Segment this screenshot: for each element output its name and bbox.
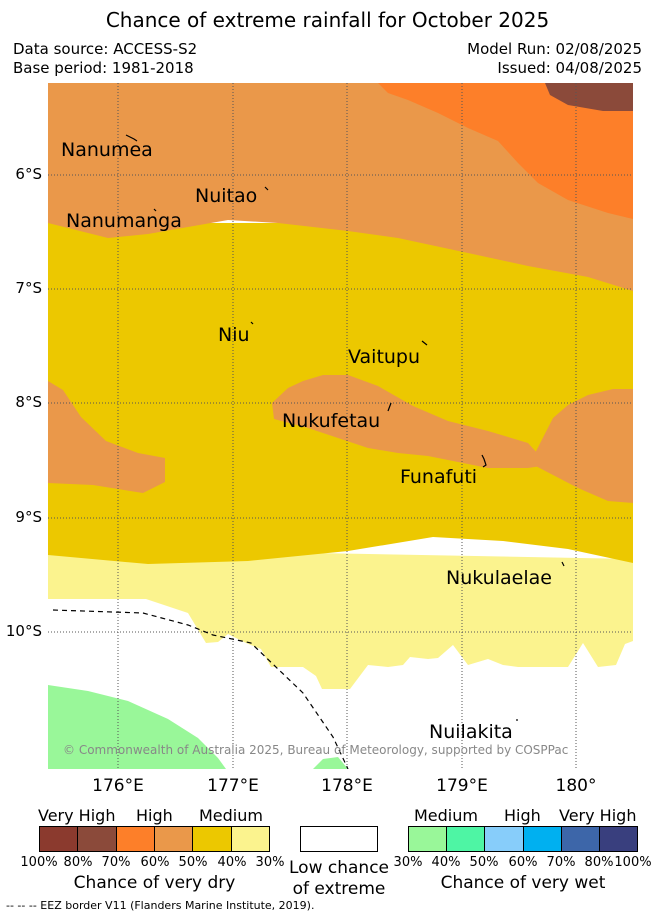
base-period: Base period: 1981-2018 (13, 59, 194, 77)
x-tick-label: 176°E (92, 776, 144, 796)
rainfall-map (48, 83, 633, 769)
dry-swatch-medium-2 (231, 826, 270, 852)
dry-legend-caption: Chance of very dry (73, 873, 236, 893)
dry-pct-label: 50% (178, 855, 208, 870)
low-chance-caption-2: of extreme (292, 879, 386, 899)
wet-pct-label: 70% (546, 855, 576, 870)
place-label-vaitupu: Vaitupu (348, 346, 421, 368)
x-tick-label: 178°E (321, 776, 373, 796)
dry-swatch-high-2 (154, 826, 194, 852)
wet-pct-label: 50% (469, 855, 499, 870)
dry-swatch-very-high-1 (39, 826, 79, 852)
x-tick-label: 179°E (436, 776, 488, 796)
x-tick-label: 177°E (207, 776, 259, 796)
wet-swatch-very-high-1 (561, 826, 600, 852)
place-label-nukulaelae: Nukulaelae (446, 567, 552, 589)
dry-swatch-high-1 (116, 826, 155, 852)
wet-swatch-high-2 (523, 826, 562, 852)
wet-swatch-medium-1 (408, 826, 448, 852)
dry-legend-colorbar (39, 826, 270, 852)
x-tick-label: 180° (555, 776, 597, 796)
place-label-nuilakita: Nuilakita (429, 721, 513, 743)
dry-pct-label: 80% (63, 855, 93, 870)
low-chance-caption-1: Low chance (289, 858, 389, 878)
wet-level-medium: Medium (414, 806, 478, 825)
dry-very-high-zone (545, 83, 633, 111)
place-label-niu: Niu (218, 324, 250, 346)
wet-pct-label: 40% (431, 855, 461, 870)
wet-legend-caption: Chance of very wet (440, 873, 606, 893)
dry-level-very-high: Very High (38, 806, 116, 825)
dry-high-patch-west (48, 381, 165, 493)
wet-level-very-high: Very High (559, 806, 637, 825)
dry-level-medium: Medium (199, 806, 263, 825)
place-label-funafuti: Funafuti (400, 466, 478, 488)
copyright-notice: © Commonwealth of Australia 2025, Bureau… (63, 743, 569, 757)
dry-pct-label: 100% (20, 855, 58, 870)
place-label-nuitao: Nuitao (195, 185, 258, 207)
chart-title: Chance of extreme rainfall for October 2… (105, 8, 550, 32)
wet-pct-label: 60% (508, 855, 538, 870)
y-tick-label: 8°S (15, 393, 42, 411)
eez-footnote: -- -- -- EEZ border V11 (Flanders Marine… (6, 899, 315, 912)
nuitao-island-icon (264, 186, 269, 191)
place-label-nanumanga: Nanumanga (66, 210, 182, 232)
y-tick-label: 10°S (5, 622, 42, 640)
dry-high-patch-central (272, 375, 548, 468)
wet-medium-zone (48, 685, 226, 769)
low-chance-swatch (300, 826, 378, 852)
vaitupu-island-icon (421, 340, 428, 346)
dry-pct-label: 70% (101, 855, 131, 870)
grid-lines (48, 83, 633, 769)
dry-high-dark-zone (378, 83, 633, 219)
wet-pct-label: 80% (584, 855, 614, 870)
dry-pct-label: 60% (140, 855, 170, 870)
dry-medium-light-zone (48, 548, 633, 689)
wet-swatch-medium-2 (447, 826, 486, 852)
island-marks (125, 134, 565, 721)
model-run: Model Run: 02/08/2025 (467, 40, 642, 58)
funafuti-island-icon (481, 454, 487, 468)
wet-medium-patch-south (313, 757, 348, 769)
data-source: Data source: ACCESS-S2 (13, 40, 198, 58)
dry-pct-label: 30% (255, 855, 285, 870)
nanumea-island-icon (125, 134, 138, 142)
dry-pct-label: 40% (217, 855, 247, 870)
dry-swatch-medium-1 (193, 826, 232, 852)
place-label-nukufetau: Nukufetau (282, 410, 381, 432)
eez-border-line (52, 609, 349, 769)
y-tick-label: 9°S (15, 508, 42, 526)
place-label-nanumea: Nanumea (61, 139, 153, 161)
niu-island-icon (250, 321, 254, 325)
nukufetau-island-icon (387, 402, 392, 412)
wet-legend-colorbar (408, 826, 639, 852)
wet-swatch-very-high-2 (599, 826, 639, 852)
nukulaelae-island-icon (561, 561, 565, 567)
wet-level-high: High (504, 806, 541, 825)
issued-date: Issued: 04/08/2025 (497, 59, 642, 77)
wet-pct-label: 30% (393, 855, 423, 870)
y-tick-label: 6°S (15, 165, 42, 183)
dry-level-high: High (136, 806, 173, 825)
wet-pct-label: 100% (614, 855, 652, 870)
y-tick-label: 7°S (15, 279, 42, 297)
nanumanga-island-icon (153, 208, 157, 212)
dry-high-patch-east (530, 389, 633, 503)
dry-swatch-very-high-2 (78, 826, 117, 852)
wet-swatch-high-1 (485, 826, 524, 852)
